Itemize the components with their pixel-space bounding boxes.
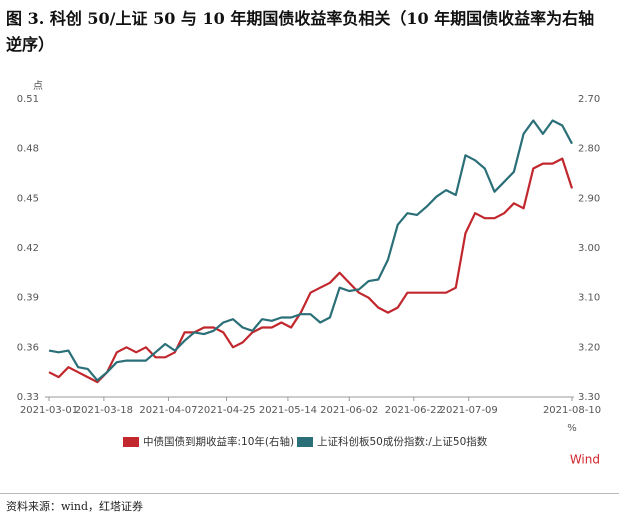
y-unit: 点	[33, 80, 43, 92]
y-tick-label: 0.39	[17, 293, 39, 304]
legend-swatch	[123, 437, 139, 447]
x-tick-label: 2021-06-22	[385, 405, 443, 416]
y-tick-label: 0.42	[17, 243, 39, 254]
legend-label: 中债国债到期收益率:10年(右轴)	[143, 435, 294, 448]
y2-tick-label: 2.80	[578, 144, 600, 155]
y2-tick-label: 3.00	[578, 243, 600, 254]
x-tick-label: 2021-05-14	[259, 405, 317, 416]
chart-title: 图 3. 科创 50/上证 50 与 10 年期国债收益率负相关（10 年期国债…	[6, 9, 595, 54]
y2-tick-label: 3.30	[578, 392, 600, 403]
y-tick-label: 0.45	[17, 193, 39, 204]
x-tick-label: 2021-04-07	[139, 405, 197, 416]
x-tick-label: 2021-04-25	[197, 405, 255, 416]
x-tick-label: 2021-03-18	[75, 405, 133, 416]
y2-tick-label: 2.70	[578, 94, 600, 105]
y2-tick-label: 3.10	[578, 293, 600, 304]
y2-tick-label: 3.20	[578, 342, 600, 353]
legend-label: 上证科创板50成份指数:/上证50指数	[317, 435, 488, 448]
source-note: 资料来源：wind，红塔证券	[6, 500, 144, 513]
y-tick-label: 0.33	[17, 392, 39, 403]
y2-tick-label: 2.90	[578, 193, 600, 204]
chart: 点 % Wind 0.33 0.36 0.39 0.42 0.45 0.48 0.51 2.7…	[17, 80, 601, 467]
y-tick-label: 0.51	[17, 94, 39, 105]
series-line	[48, 119, 573, 382]
watermark: Wind	[570, 453, 600, 467]
series-line	[48, 157, 574, 384]
x-tick-label: 2021-08-10	[543, 405, 601, 416]
legend-swatch	[297, 437, 313, 447]
x-tick-label: 2021-07-09	[440, 405, 498, 416]
x-tick-label: 2021-03-01	[20, 405, 78, 416]
x-tick-label: 2021-06-02	[320, 405, 378, 416]
y-tick-label: 0.48	[17, 144, 39, 155]
y2-unit: %	[567, 423, 577, 434]
divider	[0, 493, 619, 494]
y-tick-label: 0.36	[17, 342, 39, 353]
